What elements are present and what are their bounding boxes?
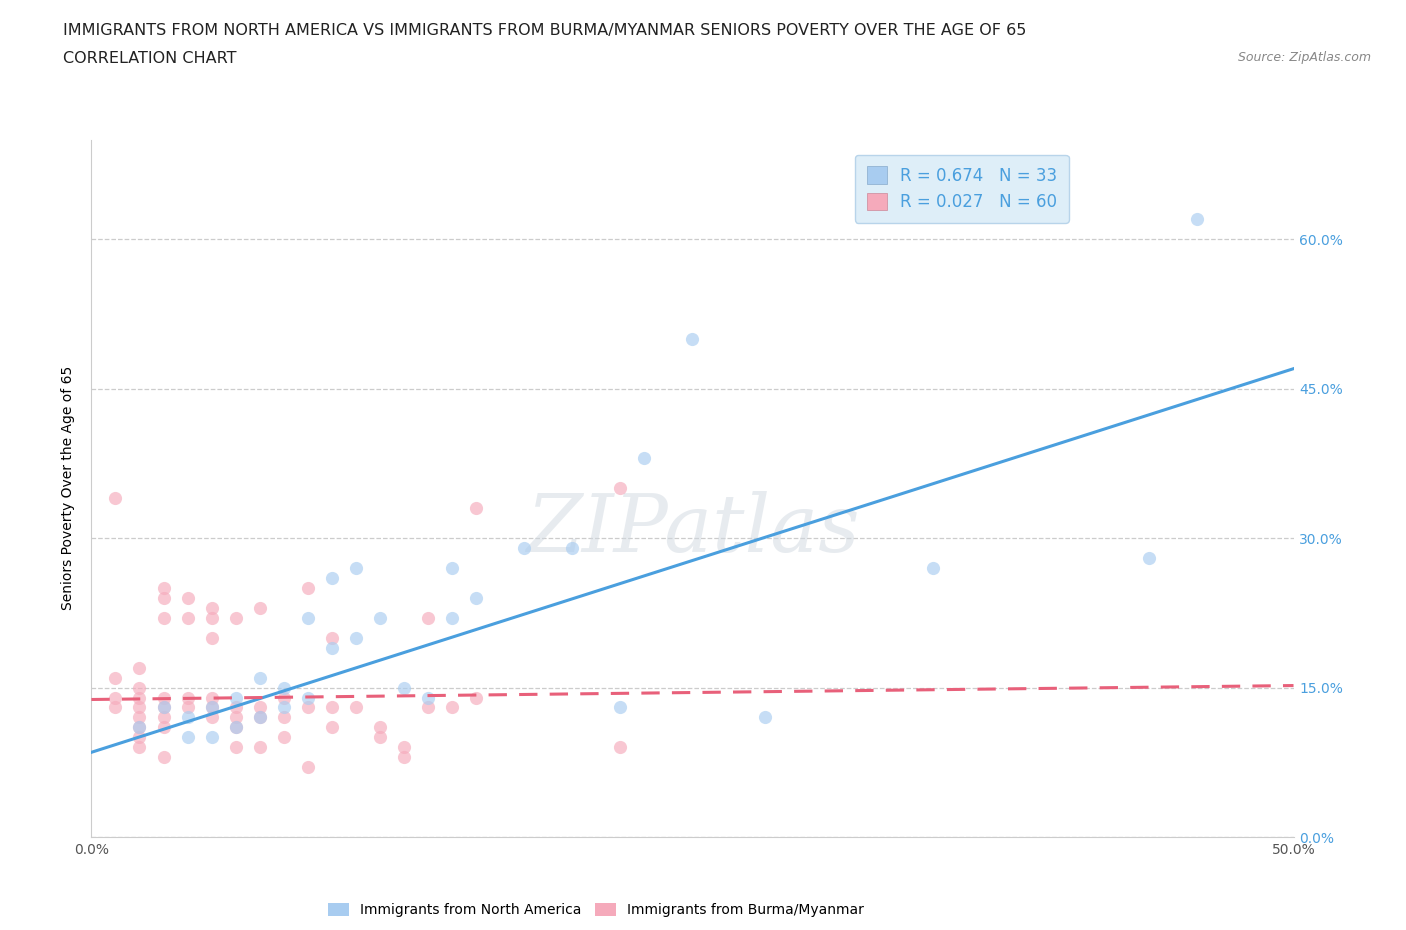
Point — [321, 640, 343, 655]
Point — [128, 690, 150, 705]
Point — [201, 710, 224, 724]
Point — [176, 710, 198, 724]
Point — [128, 660, 150, 675]
Point — [273, 690, 295, 705]
Point — [321, 700, 343, 715]
Point — [225, 740, 247, 755]
Point — [273, 680, 295, 695]
Point — [152, 690, 174, 705]
Point — [344, 631, 367, 645]
Point — [465, 690, 488, 705]
Point — [128, 680, 150, 695]
Point — [225, 720, 247, 735]
Point — [104, 700, 127, 715]
Point — [416, 610, 439, 625]
Point — [201, 610, 224, 625]
Legend: Immigrants from North America, Immigrants from Burma/Myanmar: Immigrants from North America, Immigrant… — [322, 897, 872, 924]
Point — [128, 700, 150, 715]
Point — [440, 610, 463, 625]
Point — [609, 700, 631, 715]
Point — [273, 700, 295, 715]
Point — [273, 710, 295, 724]
Point — [297, 580, 319, 595]
Point — [249, 710, 271, 724]
Point — [249, 710, 271, 724]
Point — [225, 710, 247, 724]
Point — [152, 610, 174, 625]
Point — [344, 700, 367, 715]
Point — [297, 700, 319, 715]
Point — [416, 690, 439, 705]
Point — [176, 700, 198, 715]
Point — [392, 680, 415, 695]
Point — [128, 720, 150, 735]
Point — [225, 610, 247, 625]
Point — [176, 591, 198, 605]
Point — [128, 720, 150, 735]
Point — [249, 700, 271, 715]
Point — [249, 601, 271, 616]
Point — [297, 610, 319, 625]
Point — [609, 740, 631, 755]
Point — [104, 491, 127, 506]
Point — [152, 700, 174, 715]
Point — [128, 710, 150, 724]
Point — [152, 700, 174, 715]
Point — [754, 710, 776, 724]
Point — [321, 631, 343, 645]
Point — [225, 690, 247, 705]
Point — [152, 591, 174, 605]
Point — [321, 570, 343, 585]
Point — [344, 561, 367, 576]
Point — [297, 760, 319, 775]
Point — [152, 750, 174, 764]
Point — [681, 331, 703, 346]
Point — [201, 730, 224, 745]
Point — [201, 690, 224, 705]
Text: ZIPatlas: ZIPatlas — [526, 491, 859, 569]
Point — [609, 481, 631, 496]
Point — [201, 700, 224, 715]
Point — [249, 740, 271, 755]
Point — [368, 610, 391, 625]
Point — [104, 690, 127, 705]
Point — [225, 700, 247, 715]
Point — [201, 700, 224, 715]
Point — [1187, 212, 1209, 227]
Point — [416, 700, 439, 715]
Point — [392, 740, 415, 755]
Point — [561, 540, 583, 555]
Point — [201, 631, 224, 645]
Y-axis label: Seniors Poverty Over the Age of 65: Seniors Poverty Over the Age of 65 — [60, 366, 75, 610]
Point — [321, 720, 343, 735]
Point — [368, 720, 391, 735]
Point — [273, 730, 295, 745]
Point — [513, 540, 536, 555]
Point — [392, 750, 415, 764]
Point — [249, 671, 271, 685]
Text: CORRELATION CHART: CORRELATION CHART — [63, 51, 236, 66]
Point — [176, 690, 198, 705]
Point — [440, 700, 463, 715]
Point — [225, 720, 247, 735]
Point — [152, 720, 174, 735]
Text: Source: ZipAtlas.com: Source: ZipAtlas.com — [1237, 51, 1371, 64]
Point — [440, 561, 463, 576]
Point — [1137, 551, 1160, 565]
Point — [465, 591, 488, 605]
Text: IMMIGRANTS FROM NORTH AMERICA VS IMMIGRANTS FROM BURMA/MYANMAR SENIORS POVERTY O: IMMIGRANTS FROM NORTH AMERICA VS IMMIGRA… — [63, 23, 1026, 38]
Point — [201, 601, 224, 616]
Point — [128, 740, 150, 755]
Point — [128, 730, 150, 745]
Point — [176, 610, 198, 625]
Point — [176, 730, 198, 745]
Point — [465, 500, 488, 515]
Point — [152, 580, 174, 595]
Point — [368, 730, 391, 745]
Point — [922, 561, 945, 576]
Point — [633, 451, 655, 466]
Point — [104, 671, 127, 685]
Point — [152, 710, 174, 724]
Point — [297, 690, 319, 705]
